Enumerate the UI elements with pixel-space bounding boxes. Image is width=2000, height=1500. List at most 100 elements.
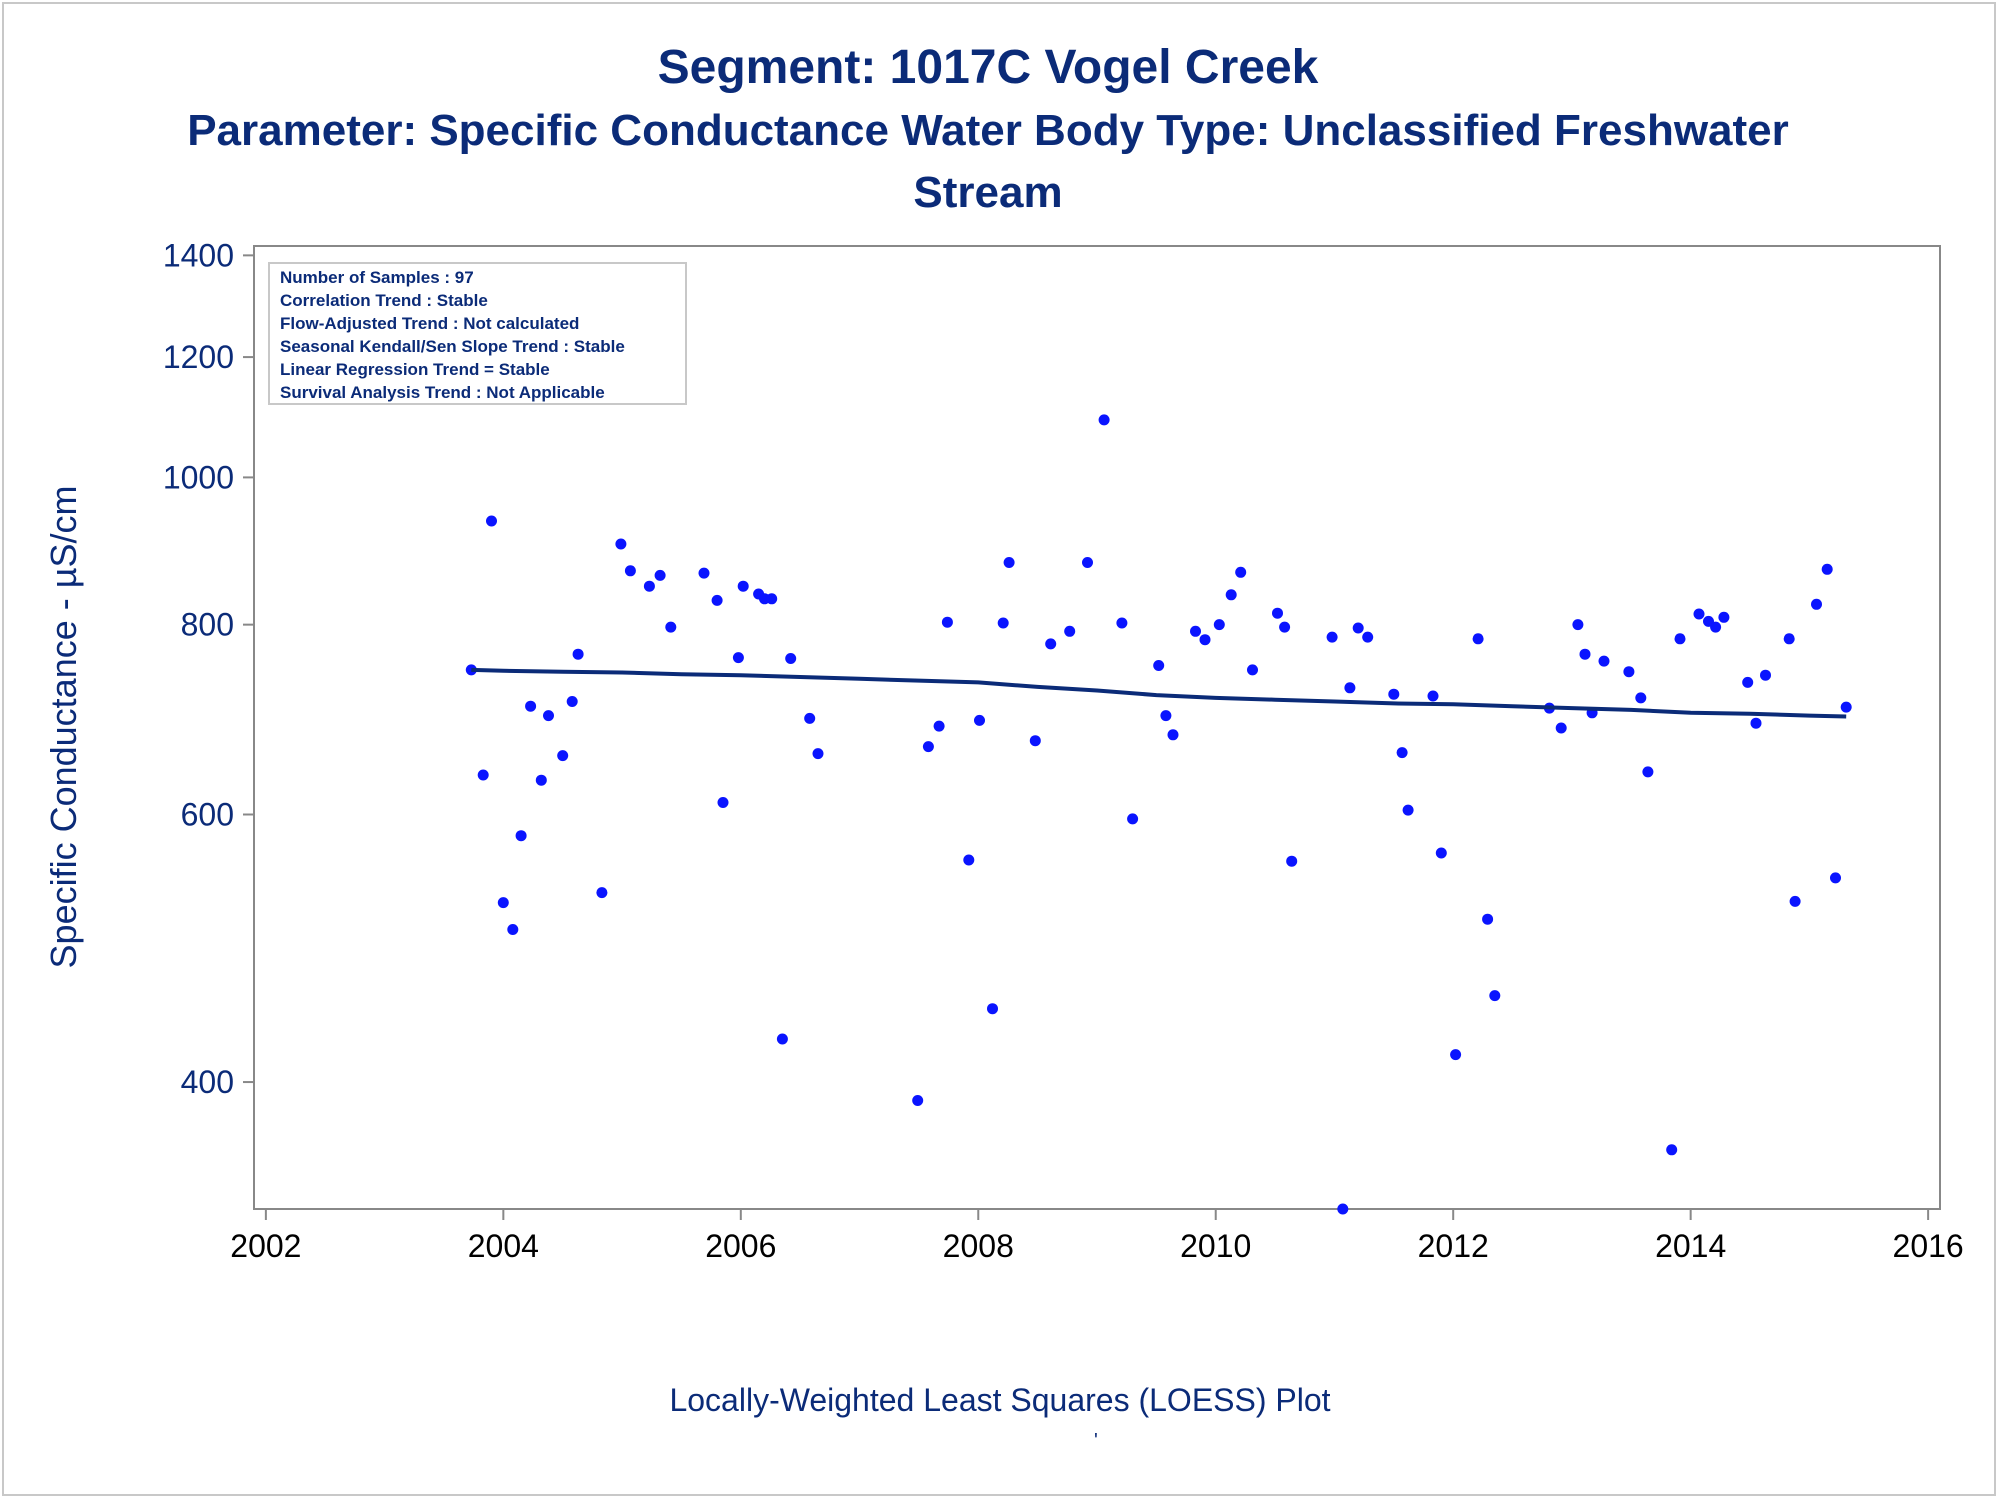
x-tick-label: 2016 — [1893, 1228, 1964, 1264]
data-point — [1003, 557, 1015, 568]
data-point — [1082, 557, 1093, 568]
plot-area-border — [253, 245, 1941, 1210]
data-point — [1642, 766, 1654, 778]
data-point — [477, 769, 489, 781]
loess-line-group — [471, 667, 1847, 719]
data-point — [974, 714, 985, 726]
data-point — [1153, 660, 1165, 671]
y-tick-label: 600 — [181, 796, 234, 832]
chart-footnote: Locally-Weighted Least Squares (LOESS) P… — [669, 1382, 1331, 1418]
data-point — [698, 567, 710, 579]
data-point — [572, 648, 584, 660]
data-point — [1388, 688, 1400, 700]
data-point — [1821, 563, 1833, 575]
data-point — [1247, 664, 1258, 676]
data-point — [922, 741, 934, 753]
data-point — [1286, 855, 1298, 867]
data-point — [717, 797, 729, 808]
data-point — [1666, 1144, 1678, 1156]
data-point — [1427, 690, 1439, 702]
data-point — [1344, 682, 1356, 694]
data-point — [1598, 655, 1610, 667]
data-point — [1127, 813, 1139, 825]
stats-line: Correlation Trend : Stable — [280, 291, 488, 310]
chart-axes: 2002 2004 2006 2008 2010 2012 2014 2016 400 600 80… — [43, 237, 1964, 1264]
data-point — [665, 621, 677, 633]
stats-box-border — [268, 262, 687, 405]
data-point — [933, 720, 945, 732]
data-point — [1572, 619, 1584, 631]
data-point — [732, 652, 744, 664]
data-point — [997, 617, 1009, 629]
y-tick-label: 1400 — [163, 237, 234, 273]
data-point — [1811, 598, 1822, 610]
data-point — [912, 1095, 924, 1106]
data-point — [1199, 634, 1211, 646]
data-point — [766, 593, 778, 605]
chart-subtitle-line2: Stream — [913, 168, 1063, 217]
data-point — [1326, 631, 1338, 643]
data-point — [1272, 607, 1283, 619]
data-point — [1693, 608, 1705, 620]
data-point — [1402, 804, 1414, 816]
data-point — [711, 594, 723, 606]
data-point — [624, 565, 636, 577]
data-point — [497, 897, 509, 909]
stats-line: Flow-Adjusted Trend : Not calculated — [280, 314, 579, 333]
data-point — [1362, 631, 1374, 643]
data-point — [1435, 847, 1447, 859]
data-point — [643, 580, 655, 592]
data-point — [941, 616, 953, 628]
data-point — [1674, 633, 1686, 645]
y-tick-label: 1000 — [163, 459, 234, 495]
data-point — [987, 1003, 998, 1015]
data-point — [1450, 1049, 1462, 1061]
y-tick-label: 800 — [181, 607, 234, 643]
footnote-mark: ' — [1094, 1430, 1098, 1452]
stats-box: Number of Samples : 97 Correlation Trend … — [268, 262, 687, 405]
chart-subtitle-line1: Parameter: Specific Conductance Water Bo… — [187, 106, 1789, 155]
data-point — [1472, 633, 1484, 645]
data-point — [737, 580, 749, 592]
data-point — [1045, 638, 1057, 650]
data-point — [1635, 692, 1647, 704]
data-point — [1064, 625, 1076, 637]
data-point — [525, 700, 537, 712]
y-tick-label: 400 — [181, 1064, 234, 1100]
x-tick-label: 2012 — [1418, 1228, 1489, 1264]
data-point — [1337, 1203, 1349, 1215]
data-point — [1352, 622, 1364, 634]
data-point — [1789, 895, 1801, 907]
data-point — [1742, 676, 1754, 688]
data-point — [507, 924, 519, 935]
data-point — [785, 653, 797, 664]
x-tick-label: 2014 — [1655, 1228, 1726, 1264]
data-point — [515, 830, 527, 842]
data-point — [535, 774, 547, 786]
data-point — [1160, 710, 1172, 722]
x-tick-label: 2006 — [705, 1228, 776, 1264]
data-point — [1718, 611, 1730, 623]
data-point — [557, 750, 569, 762]
data-point — [1235, 566, 1247, 578]
data-point — [963, 854, 975, 866]
data-point — [1623, 666, 1635, 678]
data-point — [776, 1033, 788, 1045]
data-point — [1029, 735, 1041, 747]
data-point — [615, 538, 627, 550]
data-point — [1213, 619, 1225, 631]
data-point — [1840, 701, 1852, 713]
data-point — [1579, 648, 1591, 660]
loess-line — [471, 667, 1847, 719]
x-tick-label: 2008 — [943, 1228, 1014, 1264]
data-points — [465, 275, 1852, 1215]
data-point — [1489, 990, 1501, 1002]
data-point — [1482, 913, 1494, 925]
x-tick-label: 2010 — [1180, 1228, 1251, 1264]
data-point — [1830, 872, 1841, 884]
data-point — [543, 710, 554, 722]
data-point — [654, 569, 666, 581]
y-tick-label: 1200 — [163, 339, 234, 375]
data-point — [486, 515, 497, 527]
